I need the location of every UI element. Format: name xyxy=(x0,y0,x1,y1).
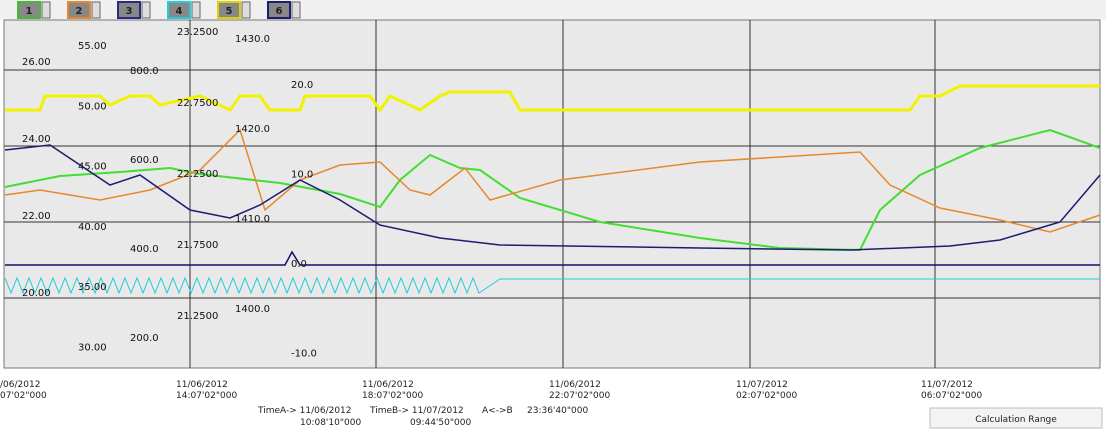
axis-label: 400.0 xyxy=(130,244,159,255)
time-label-clock: 02:07'02"000 xyxy=(736,391,797,401)
toolbar xyxy=(0,0,1106,20)
axis-label: 22.2500 xyxy=(177,169,218,180)
axis-label: 55.00 xyxy=(78,41,107,52)
axis-label: 21.7500 xyxy=(177,240,218,251)
channel-spinner[interactable] xyxy=(191,1,201,19)
channel-label[interactable]: 6 xyxy=(276,6,283,17)
channel-spinner[interactable] xyxy=(91,1,101,19)
calc-range-button[interactable] xyxy=(929,407,1103,429)
channel-spinner[interactable] xyxy=(291,1,301,19)
time-label-date: 11/06/2012 xyxy=(549,380,601,390)
axis-label: 200.0 xyxy=(130,333,159,344)
trend-yellow xyxy=(5,84,1100,113)
time-label-date: 11/06/2012 xyxy=(176,380,228,390)
axis-label: 24.00 xyxy=(22,134,51,145)
axis-label: 1420.0 xyxy=(235,124,270,135)
axis-label: 600.0 xyxy=(130,155,159,166)
channel-spinner[interactable] xyxy=(141,1,151,19)
channel-button[interactable] xyxy=(267,1,291,19)
trend-dark xyxy=(5,250,1100,266)
axis-label: 1410.0 xyxy=(235,214,270,225)
channel-label[interactable]: 5 xyxy=(226,6,233,17)
channel-button[interactable] xyxy=(17,1,41,19)
ab-value: 23:36'40"000 xyxy=(527,406,588,416)
channel-button[interactable] xyxy=(217,1,241,19)
time-label-date: 11/07/2012 xyxy=(736,380,788,390)
channel-button[interactable] xyxy=(117,1,141,19)
axis-label: 30.00 xyxy=(78,343,107,354)
channel-spinner[interactable] xyxy=(241,1,251,19)
axis-label: 26.00 xyxy=(22,57,51,68)
plot-area xyxy=(3,19,1101,369)
channel-button[interactable] xyxy=(167,1,191,19)
axis-label: 0.0 xyxy=(291,259,307,270)
axis-label: 50.00 xyxy=(78,101,107,112)
time-label-clock: 22:07'02"000 xyxy=(549,391,610,401)
trend-lines xyxy=(4,84,1101,295)
axis-label: 22.7500 xyxy=(177,98,218,109)
axis-label: 800.0 xyxy=(130,66,159,77)
axis-label: -10.0 xyxy=(291,349,317,360)
trend-cyan xyxy=(4,276,1100,295)
axis-label: 1400.0 xyxy=(235,304,270,315)
axis-label: 45.00 xyxy=(78,162,107,173)
axis-label: 40.00 xyxy=(78,222,107,233)
ab-label: A<->B xyxy=(482,406,513,416)
time-a: TimeA-> 11/06/2012 xyxy=(257,406,352,416)
grid xyxy=(4,20,1100,368)
axis-label: 1430.0 xyxy=(235,34,270,45)
axis-label: 35.00 xyxy=(78,282,107,293)
calc-range-label[interactable]: Calculation Range xyxy=(975,415,1057,425)
trend-navy xyxy=(4,144,1101,251)
axis-label: 10.0 xyxy=(291,170,313,181)
axis-label: 20.00 xyxy=(22,288,51,299)
time-label-clock: 18:07'02"000 xyxy=(362,391,423,401)
channel-label[interactable]: 3 xyxy=(126,6,133,17)
time-a-clock: 10:08'10"000 xyxy=(300,418,361,428)
channel-label[interactable]: 1 xyxy=(26,6,33,17)
time-label-clock: 06:07'02"000 xyxy=(921,391,982,401)
channel-label[interactable]: 2 xyxy=(76,6,83,17)
axis-label: 22.00 xyxy=(22,211,51,222)
channel-button[interactable] xyxy=(67,1,91,19)
time-label-clock: 14:07'02"000 xyxy=(176,391,237,401)
channel-spinner[interactable] xyxy=(41,1,51,19)
time-label-date: /06/2012 xyxy=(0,380,40,390)
time-label-clock: 07'02"000 xyxy=(0,391,47,401)
axis-label: 20.0 xyxy=(291,80,313,91)
axis-label: 23.2500 xyxy=(177,27,218,38)
axis-label: 21.2500 xyxy=(177,311,218,322)
time-label-date: 11/07/2012 xyxy=(921,380,973,390)
time-b: TimeB-> 11/07/2012 xyxy=(369,406,464,416)
time-b-clock: 09:44'50"000 xyxy=(410,418,471,428)
time-label-date: 11/06/2012 xyxy=(362,380,414,390)
trend-green xyxy=(4,128,1101,252)
trend-orange xyxy=(4,128,1101,233)
channel-label[interactable]: 4 xyxy=(176,6,183,17)
